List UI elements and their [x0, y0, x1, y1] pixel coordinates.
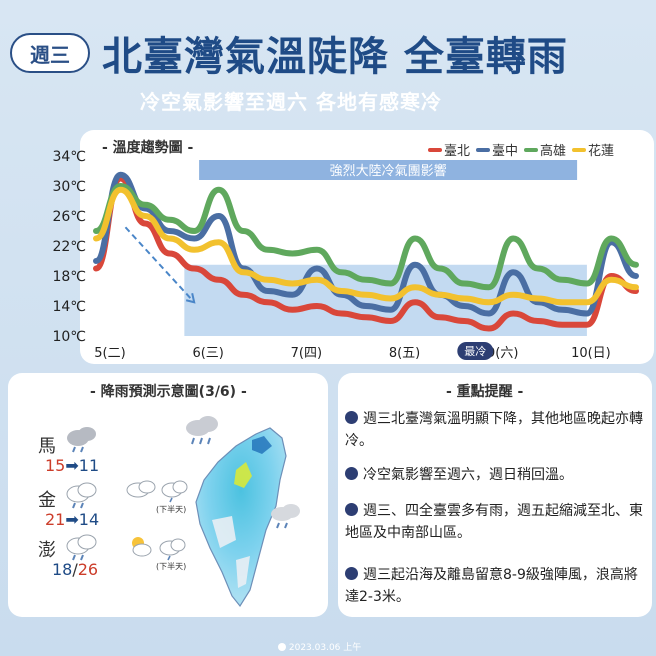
- legend-label: 高雄: [540, 144, 567, 159]
- cloud-rain-icon: [161, 480, 188, 503]
- temp-low: 11: [78, 456, 100, 475]
- reminder-text: 週三、四全臺雲多有雨，週五起縮減至北、東地區及中南部山區。: [345, 503, 643, 541]
- island-name-penghu: 澎: [38, 540, 56, 561]
- legend-label: 臺中: [492, 144, 519, 159]
- legend-item: 臺中: [476, 140, 518, 159]
- legend-swatch: [572, 147, 587, 152]
- cloud-icon: [126, 480, 156, 498]
- legend-label: 花蓮: [588, 144, 615, 159]
- arrow-right-icon: ➡: [65, 456, 79, 475]
- trend-arrow-head: [185, 293, 196, 304]
- issue-date: 2023.03.06 上午: [288, 643, 362, 653]
- reminder-text: 冷空氣影響至週六，週日稍回溫。: [363, 467, 573, 483]
- island-temps-penghu: 18/26: [52, 560, 98, 579]
- legend-swatch: [476, 147, 491, 152]
- bullet-icon: [345, 503, 358, 516]
- rain-panel-title: - 降雨預測示意圖(3/6) -: [90, 381, 247, 401]
- temp-high: 21: [45, 510, 66, 529]
- reminder-item: 週三、四全臺雲多有雨，週五起縮減至北、東地區及中南部山區。: [345, 500, 649, 544]
- cloud-rain-icon: [66, 482, 97, 509]
- legend-label: 臺北: [444, 144, 471, 159]
- cloud-rain-icon: [66, 534, 97, 561]
- cold-air-banner-text: 強烈大陸冷氣團影響: [330, 163, 447, 179]
- legend-item: 臺北: [428, 140, 470, 159]
- reminder-text: 週三北臺灣氣溫明顯下降，其他地區晚起亦轉冷。: [345, 411, 643, 449]
- afternoon-label: (下半天): [156, 505, 187, 514]
- legend-item: 花蓮: [572, 140, 614, 159]
- bullet-icon: [345, 567, 358, 580]
- reminder-text: 週三起沿海及離島留意8-9級強陣風，浪高將達2-3米。: [345, 567, 638, 605]
- headline: 北臺灣氣溫陡降 全臺轉雨: [102, 34, 568, 80]
- x-tick-label: 8(五): [389, 346, 420, 361]
- island-name-matsu: 馬: [38, 436, 56, 457]
- light-rain-area-south: [236, 556, 250, 588]
- tips-title: - 重點提醒 -: [446, 381, 524, 401]
- subheadline: 冷空氣影響至週六 各地有感寒冷: [140, 90, 442, 114]
- series-line: [93, 175, 639, 332]
- reminder-item: 週三北臺灣氣溫明顯下降，其他地區晚起亦轉冷。: [345, 408, 649, 452]
- y-tick-label: 30℃: [52, 179, 86, 195]
- cloud-rain-icon: [271, 504, 300, 529]
- x-tick-label: 5(二): [94, 346, 125, 361]
- temp-low: 18: [52, 560, 73, 579]
- chart-title: - 溫度趨勢圖 -: [102, 137, 194, 157]
- afternoon-label: (下半天): [156, 562, 187, 571]
- legend-item: 高雄: [524, 140, 566, 159]
- cloud-rain-icon: [67, 427, 96, 453]
- x-tick-label: 9(六): [487, 346, 518, 361]
- y-tick-label: 34℃: [52, 149, 86, 165]
- x-tick-label: 6(三): [192, 346, 223, 361]
- reminder-item: 冷空氣影響至週六，週日稍回溫。: [345, 464, 649, 486]
- heavy-rain-area: [252, 436, 272, 454]
- temperature-chart: 強烈大陸冷氣團影響 34℃ 30℃ 26℃ 22℃ 18℃ 14℃ 10℃ 5(二) 6(三) 7(…: [52, 149, 639, 361]
- y-tick-label: 14℃: [52, 299, 86, 315]
- legend-swatch: [428, 147, 442, 152]
- reminder-item: 週三起沿海及離島留意8-9級強陣風，浪高將達2-3米。: [345, 564, 649, 608]
- y-tick-label: 10℃: [52, 329, 86, 345]
- legend-swatch: [524, 147, 539, 152]
- cwb-logo-icon: [278, 643, 286, 651]
- temp-high: 26: [77, 560, 99, 579]
- series-line: [93, 171, 639, 317]
- island-temps-kinmen: 21➡14: [45, 510, 99, 529]
- temp-separator: /: [72, 560, 78, 579]
- island-name-kinmen: 金: [38, 490, 56, 511]
- bullet-icon: [345, 411, 358, 424]
- y-tick-label: 26℃: [52, 209, 86, 225]
- bullet-icon: [345, 467, 358, 480]
- taiwan-map-shape: [195, 427, 287, 608]
- light-rain-area: [212, 516, 236, 548]
- x-tick-label: 10(日): [571, 346, 611, 361]
- temp-high: 15: [45, 456, 66, 475]
- y-tick-label: 18℃: [52, 269, 86, 285]
- trend-arrow: [124, 226, 195, 303]
- series-line: [93, 183, 639, 291]
- series-line: [93, 186, 639, 306]
- y-tick-label: 22℃: [52, 239, 86, 255]
- footer-date: 2023.03.06 上午: [278, 640, 361, 653]
- coldest-badge: [457, 342, 494, 360]
- sun-cloud-icon: [132, 537, 152, 557]
- cloud-rain-icon: [186, 416, 218, 445]
- cold-air-banner: [199, 160, 578, 180]
- temp-low: 14: [78, 510, 100, 529]
- key-reminders-panel: [338, 373, 652, 617]
- island-temps-matsu: 15➡11: [45, 456, 99, 475]
- cloud-rain-icon: [159, 538, 186, 561]
- x-tick-label: 7(四): [291, 346, 322, 361]
- arrow-right-icon: ➡: [65, 510, 79, 529]
- chart-legend: 臺北 臺中 高雄 花蓮: [428, 140, 614, 159]
- day-badge: 週三: [10, 33, 90, 73]
- moderate-rain-area: [234, 462, 252, 488]
- coldest-badge-text: 最冷: [464, 345, 486, 358]
